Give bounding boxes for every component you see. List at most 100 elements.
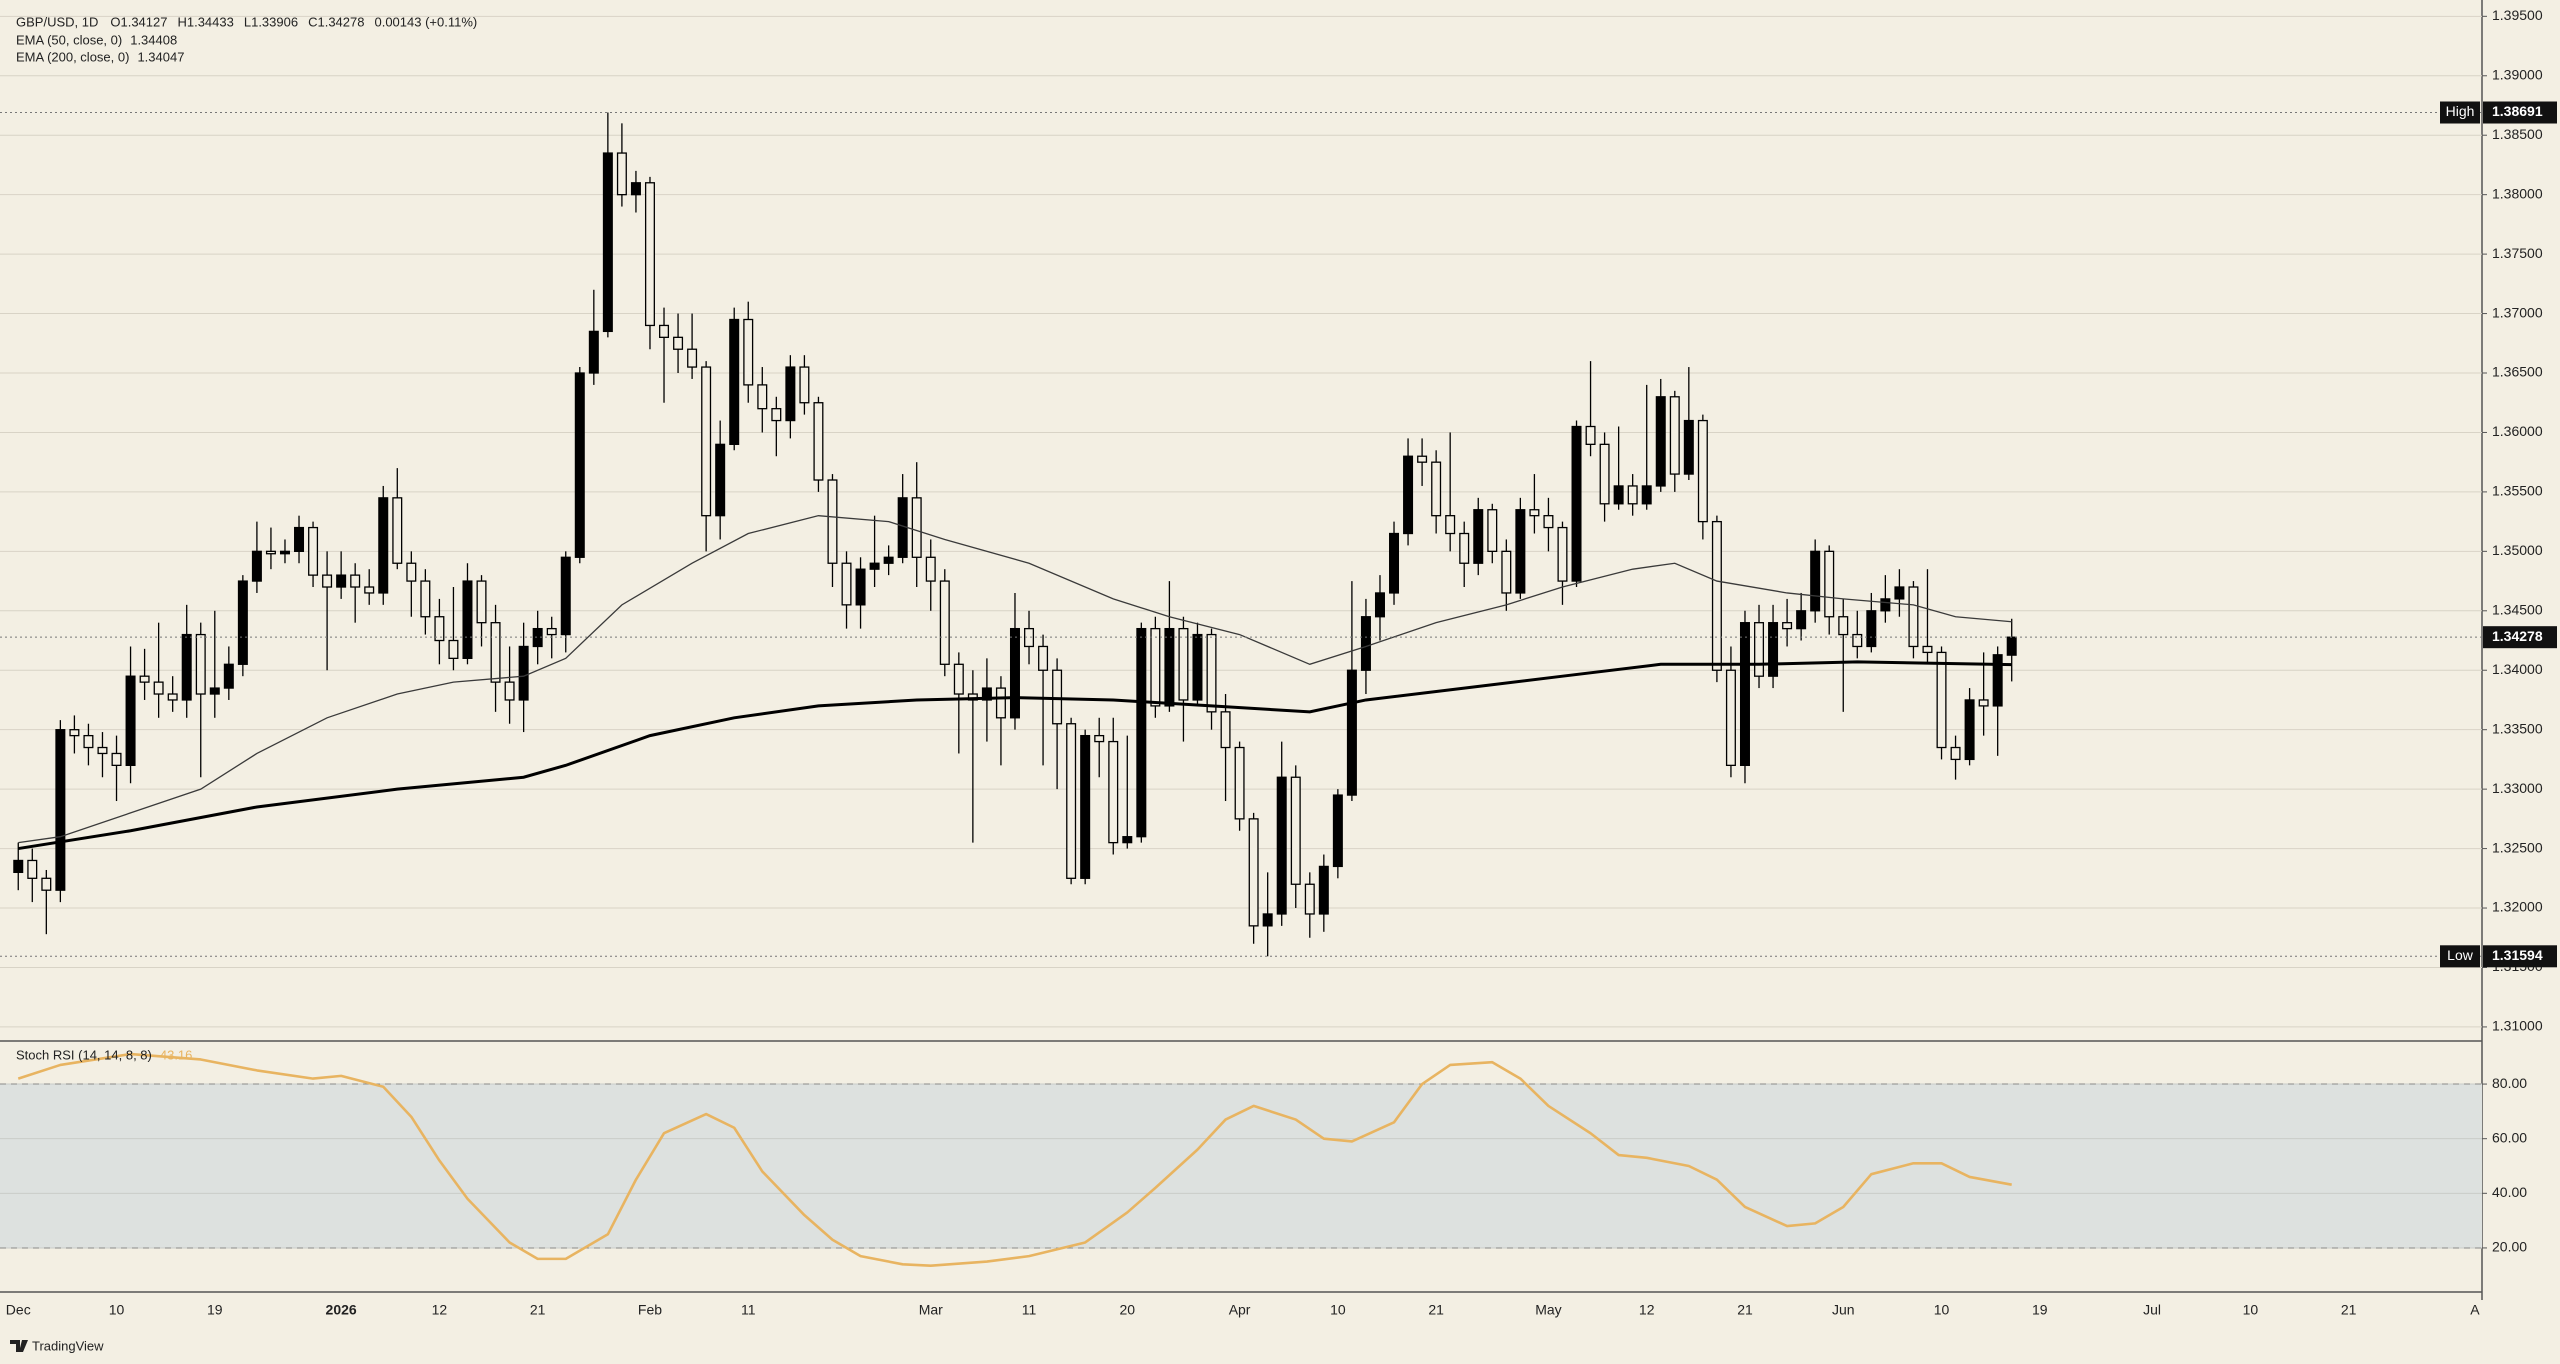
candle-body	[1754, 622, 1765, 677]
candle-body	[139, 675, 150, 683]
candle	[644, 176, 655, 350]
candle	[1571, 420, 1582, 588]
y-tick-label: 1.34500	[2492, 601, 2543, 617]
candle-body	[546, 627, 557, 636]
candle-body	[462, 580, 473, 660]
candle-body	[308, 526, 319, 576]
candle-body	[1641, 485, 1652, 505]
candle-body	[1571, 425, 1582, 582]
candle-body	[855, 568, 866, 606]
y-tick-label: 1.38500	[2492, 126, 2543, 142]
candle	[574, 367, 585, 564]
x-tick-label: 21	[530, 1302, 546, 1318]
candle-body	[1108, 740, 1119, 844]
candle-body	[223, 663, 234, 689]
candle-body	[1529, 509, 1540, 517]
y-tick-label: 1.36500	[2492, 364, 2543, 380]
y-tick-label: 1.34000	[2492, 661, 2543, 677]
brand-logo	[10, 1340, 28, 1352]
oscillator-name: Stoch RSI (14, 14, 8, 8)	[16, 1047, 152, 1062]
candle-body	[97, 746, 108, 755]
candle	[1501, 539, 1512, 611]
candle	[1473, 497, 1484, 576]
candle-body	[195, 633, 206, 695]
candle-body	[1711, 520, 1722, 671]
candle-body	[743, 318, 754, 386]
x-tick-label: 10	[2243, 1302, 2259, 1318]
candle-body	[1964, 699, 1975, 761]
candle-body	[1669, 396, 1680, 475]
candle-body	[925, 556, 936, 582]
x-tick-label: Apr	[1229, 1302, 1251, 1318]
candle	[813, 396, 824, 492]
candle	[981, 658, 992, 742]
candle	[308, 521, 319, 588]
y-tick-label: 1.37500	[2492, 245, 2543, 261]
ohlc-stat: O1.34127	[110, 14, 167, 29]
last-price-tag	[2483, 626, 2557, 649]
candle-body	[1613, 485, 1624, 505]
candle	[1599, 432, 1610, 522]
x-tick-label: 10	[109, 1302, 125, 1318]
candle-body	[1852, 633, 1863, 648]
candle	[1711, 515, 1722, 683]
candle-body	[771, 408, 782, 422]
candle	[1978, 652, 1989, 736]
candle-body	[406, 562, 417, 582]
candle	[378, 485, 389, 605]
candle	[1739, 610, 1750, 784]
candle	[41, 869, 52, 935]
indicator-value: 1.34408	[130, 32, 177, 47]
candle-body	[1810, 550, 1821, 612]
y-tick-label: 1.31000	[2492, 1018, 2543, 1034]
y-tick-label: 1.35000	[2492, 542, 2543, 558]
candle-body	[630, 182, 641, 196]
candle-body	[1697, 419, 1708, 523]
candle	[560, 551, 571, 653]
candle-body	[1992, 654, 2003, 707]
candle	[1627, 474, 1638, 516]
candle-body	[1332, 794, 1343, 868]
y-tick-label: 1.37000	[2492, 304, 2543, 320]
candle-body	[364, 586, 375, 594]
candle-body	[2006, 636, 2017, 656]
candle-body	[27, 859, 38, 879]
x-tick-label: 19	[2032, 1302, 2048, 1318]
y-tick-label: 1.32500	[2492, 839, 2543, 855]
candle-body	[1206, 633, 1217, 713]
candle-body	[1473, 509, 1484, 564]
stoch-rsi-line	[17, 1052, 2012, 1267]
candle-body	[1164, 627, 1175, 707]
candle	[1669, 390, 1680, 492]
candle-body	[1220, 711, 1231, 749]
candle-body	[1360, 616, 1371, 671]
candle-body	[1627, 485, 1638, 505]
candle-body	[1009, 627, 1020, 719]
candle-body	[869, 562, 880, 570]
candle-body	[1515, 509, 1526, 594]
x-tick-label: 21	[1428, 1302, 1444, 1318]
candle-body	[729, 318, 740, 445]
candle-body	[673, 336, 684, 350]
candle	[1459, 521, 1470, 588]
candle	[701, 361, 712, 552]
candle	[1431, 450, 1442, 534]
candle	[673, 313, 684, 374]
candle	[953, 652, 964, 754]
candle	[925, 539, 936, 611]
candle-body	[1150, 627, 1161, 707]
y-tick-label: 1.33500	[2492, 720, 2543, 736]
candle	[1950, 735, 1961, 780]
candle	[1852, 610, 1863, 659]
candle-body	[532, 627, 543, 648]
candle-body	[1178, 627, 1189, 701]
candle-body	[715, 443, 726, 517]
candle-body	[350, 574, 361, 588]
candle	[1052, 658, 1063, 790]
candle-body	[41, 877, 52, 891]
candle-body	[911, 497, 922, 558]
candle-body	[1585, 425, 1596, 445]
x-tick-label: Dec	[6, 1302, 31, 1318]
candle	[420, 569, 431, 635]
x-tick-label: A	[2470, 1302, 2480, 1318]
